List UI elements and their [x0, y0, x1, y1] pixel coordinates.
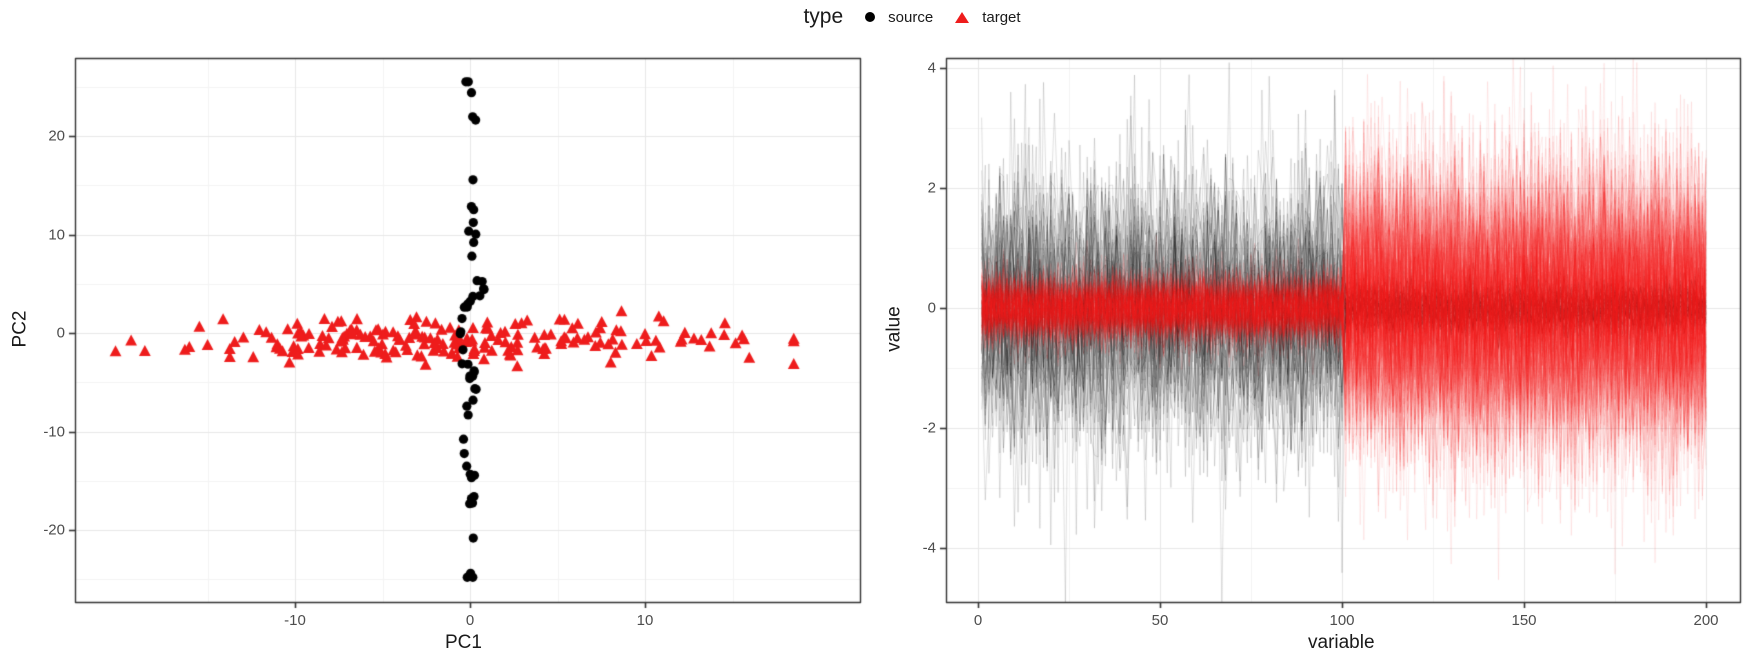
- left-xaxis-tick-label: -10: [284, 612, 306, 629]
- left-yaxis-tick-label: -10: [43, 423, 65, 440]
- right-xaxis-title: variable: [1308, 632, 1375, 653]
- right-yaxis-tick-label: 0: [927, 299, 936, 317]
- legend-item-target: target: [955, 8, 1021, 26]
- legend: type source target: [38, 0, 1748, 34]
- left-yaxis-tick-label: 0: [56, 324, 65, 342]
- right-xaxis-tick-label: 100: [1329, 612, 1355, 629]
- legend-item-source: source: [865, 9, 933, 26]
- right-yaxis-title: value: [883, 306, 905, 352]
- right-yaxis-tick-label: 4: [927, 59, 936, 77]
- legend-title: type: [803, 5, 844, 28]
- source-circle-icon: [865, 12, 876, 22]
- right-xaxis-tick-label: 150: [1511, 612, 1537, 629]
- left-xaxis-tick-label: 0: [465, 612, 475, 629]
- right-yaxis-tick-label: 2: [927, 179, 936, 197]
- right-xaxis-tick-label: 50: [1151, 612, 1169, 629]
- right-xaxis-tick-label: 200: [1693, 612, 1719, 629]
- right-yaxis-tick-label: -4: [922, 539, 936, 557]
- left-yaxis-tick-label: -20: [43, 521, 65, 539]
- legend-label-target: target: [982, 8, 1021, 26]
- legend-label-source: source: [888, 8, 934, 26]
- right-yaxis-tick-label: -2: [922, 419, 936, 437]
- left-xaxis-title: PC1: [445, 632, 482, 653]
- right-xaxis-tick-label: 0: [973, 612, 983, 629]
- target-triangle-icon: [955, 11, 970, 23]
- left-xaxis-tick-label: 10: [636, 612, 654, 629]
- left-yaxis-title: PC2: [9, 310, 31, 348]
- left-yaxis-tick-label: 20: [48, 127, 65, 145]
- left-yaxis-tick-label: 10: [48, 226, 65, 243]
